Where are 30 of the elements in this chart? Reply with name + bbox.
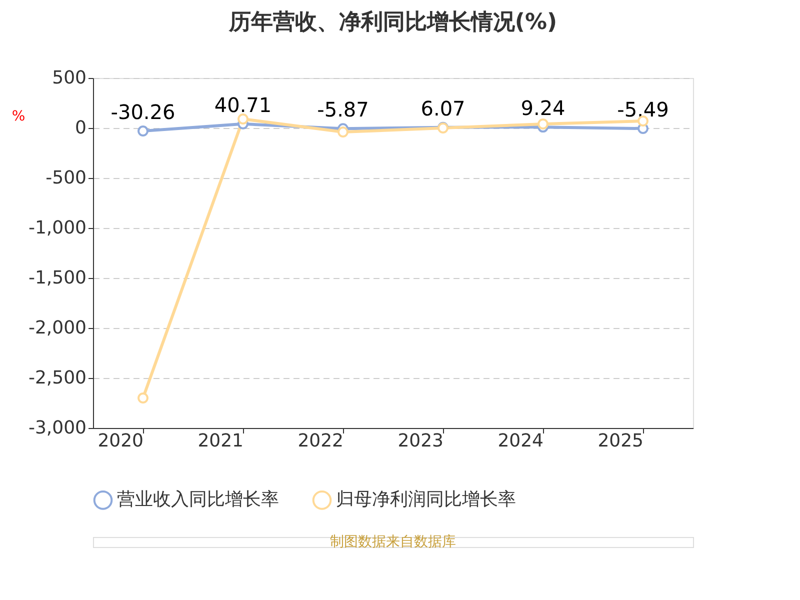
x-tick-label: 2025 (598, 430, 644, 452)
text: 制图数据来自数据库 (330, 534, 456, 550)
data-label: 9.24 (520, 96, 566, 120)
y-tick-label: 500 (52, 68, 86, 88)
x-tick-label: 2024 (498, 430, 544, 452)
y-tick-label: -3,000 (28, 418, 86, 438)
x-tick-label: 2021 (198, 430, 244, 452)
y-tick-label: -1,500 (28, 268, 86, 288)
data-label: -30.26 (110, 100, 176, 124)
point (338, 126, 348, 138)
y-tick-label: -2,000 (28, 318, 86, 338)
x-tick-label: 2020 (98, 430, 144, 452)
point (238, 114, 248, 124)
point (138, 126, 148, 136)
legend-label: 归母净利润同比增长率 (336, 489, 516, 510)
point (538, 118, 548, 130)
y-tick-label: -2,500 (28, 368, 86, 388)
data-label: -5.49 (617, 98, 669, 122)
y-axis-title: % (12, 108, 26, 124)
y-tick-label: 0 (75, 118, 86, 138)
chart-title: 历年营收、净利同比增长情况(%) (228, 10, 558, 35)
x-tick-label: 2023 (398, 430, 444, 452)
y-tick-label: -500 (46, 168, 86, 188)
data-label: 40.71 (214, 92, 272, 117)
data-label: -5.87 (317, 98, 369, 122)
point (138, 392, 148, 404)
y-tick-label: -1,000 (28, 218, 86, 238)
legend-label: 营业收入同比增长率 (117, 489, 279, 510)
data-label: 6.07 (420, 96, 466, 120)
x-tick-label: 2022 (298, 430, 344, 452)
